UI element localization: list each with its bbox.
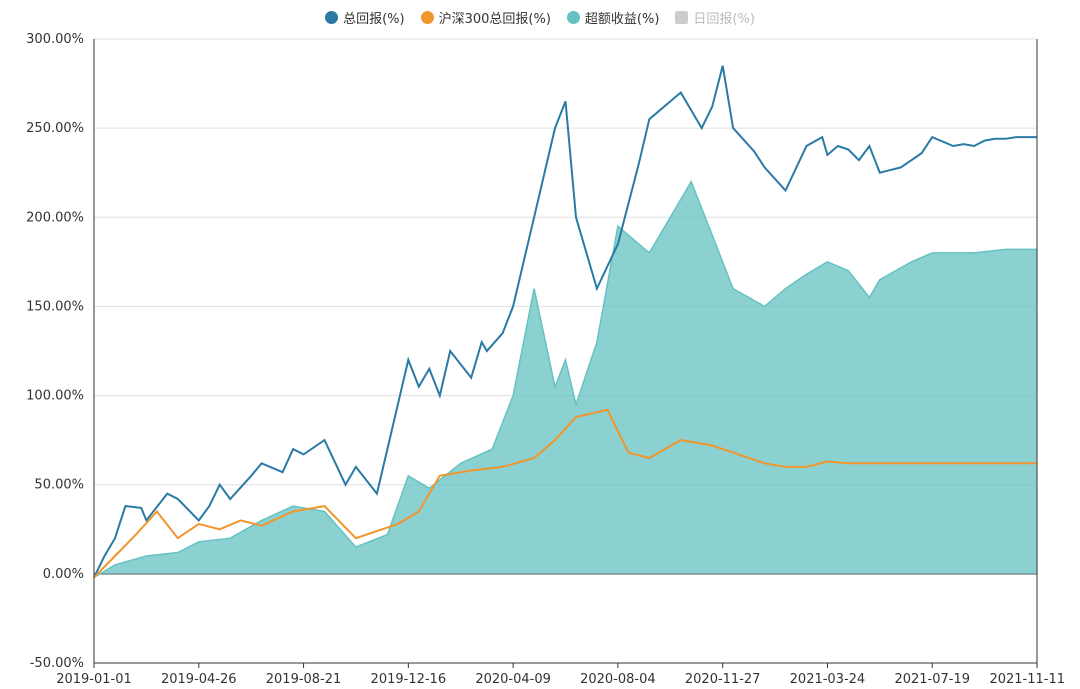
- legend-daily-swatch-icon: [675, 10, 689, 24]
- legend-total-return-label: 总回报(%): [343, 11, 405, 27]
- y-tick-label: 100.00%: [26, 389, 84, 404]
- hs300-return-line: [93, 408, 1037, 579]
- x-axis: 2019-01-01 2019-04-26 2019-08-21 2019-12-16…: [56, 663, 1065, 687]
- y-tick-label: -50.00%: [30, 656, 84, 671]
- x-tick-label: 2019-12-16: [371, 672, 447, 687]
- legend-hs300-swatch-icon: [420, 10, 434, 24]
- excess-return-line: [93, 179, 1037, 579]
- excess-return-area: [94, 181, 1037, 578]
- x-tick-label: 2021-11-11: [989, 672, 1065, 687]
- total-return-line: [93, 65, 1037, 578]
- y-tick-label: 200.00%: [26, 210, 84, 225]
- y-tick-label: 0.00%: [43, 567, 84, 582]
- x-tick-label: 2019-01-01: [56, 672, 132, 687]
- y-tick-label: 250.00%: [26, 121, 84, 136]
- legend-excess-label: 超额收益(%): [584, 11, 660, 27]
- y-tick-label: 150.00%: [26, 299, 84, 314]
- axes: [93, 39, 1038, 664]
- legend-excess-swatch-icon: [566, 10, 580, 24]
- series-layer: [93, 65, 1037, 579]
- legend-total-return-swatch-icon: [325, 10, 339, 24]
- y-tick-label: 50.00%: [34, 478, 84, 493]
- x-tick-label: 2020-04-09: [475, 672, 551, 687]
- x-tick-label: 2020-11-27: [685, 672, 761, 687]
- legend-item-daily-return[interactable]: 日回报(%): [675, 6, 755, 28]
- x-tick-label: 2020-08-04: [580, 672, 656, 687]
- x-tick-label: 2019-08-21: [266, 672, 342, 687]
- legend: 总回报(%) 沪深300总回报(%) 超额收益(%) 日回报(%): [0, 6, 1080, 28]
- x-tick-label: 2021-03-24: [790, 672, 866, 687]
- y-axis: 300.00% 250.00% 200.00% 150.00% 100.00% 50.00…: [26, 32, 84, 671]
- legend-item-total-return[interactable]: 总回报(%): [325, 6, 405, 28]
- legend-item-excess-return[interactable]: 超额收益(%): [566, 6, 660, 28]
- legend-daily-label: 日回报(%): [693, 11, 755, 27]
- legend-hs300-label: 沪深300总回报(%): [438, 11, 551, 27]
- legend-item-hs300-total-return[interactable]: 沪深300总回报(%): [420, 6, 551, 28]
- x-tick-label: 2021-07-19: [894, 672, 970, 687]
- y-tick-label: 300.00%: [26, 32, 84, 47]
- x-tick-label: 2019-04-26: [161, 672, 237, 687]
